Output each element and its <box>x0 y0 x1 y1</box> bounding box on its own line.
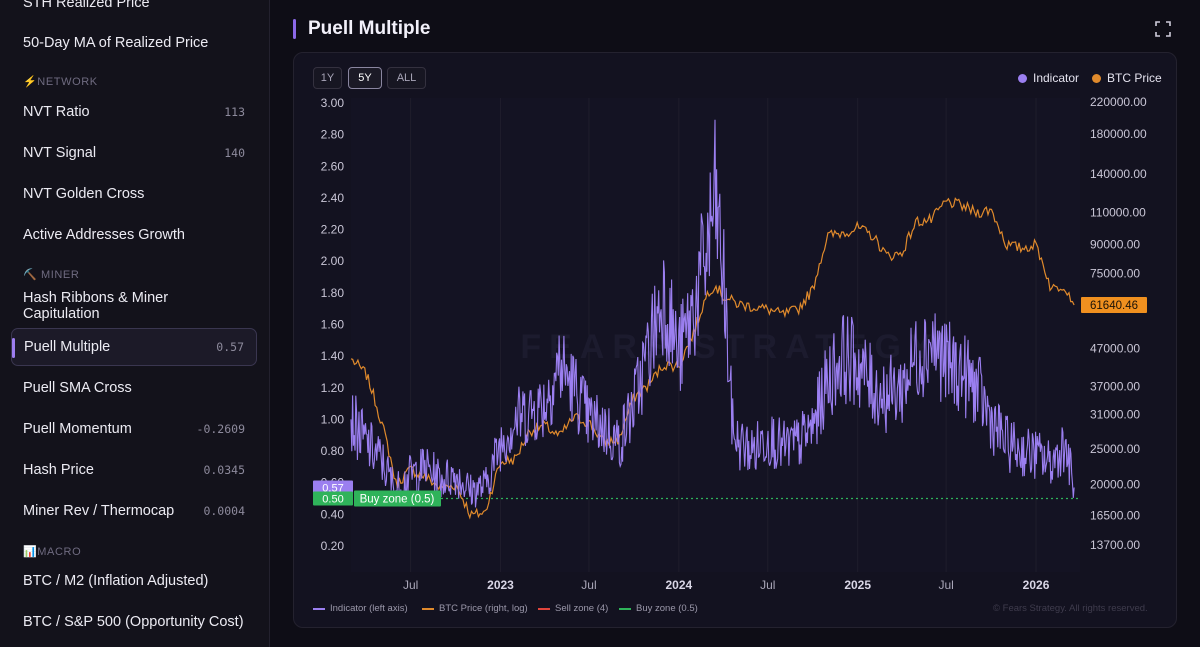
sidebar-item-value: 0.0345 <box>203 463 245 477</box>
bottom-legend-btc-swatch <box>422 607 434 610</box>
bottom-legend-indicator[interactable]: Indicator (left axis) <box>313 603 408 614</box>
legend-btc-label: BTC Price <box>1107 71 1162 85</box>
bottom-legend-sell[interactable]: Sell zone (4) <box>538 603 608 614</box>
section-network-heading: ⚡NETWORK <box>23 76 98 88</box>
sidebar-item-hash-ribbons[interactable]: Hash Ribbons & Miner Capitulation <box>11 287 257 325</box>
bottom-legend-buy[interactable]: Buy zone (0.5) <box>619 603 698 614</box>
page-title-text: Puell Multiple <box>308 18 431 39</box>
sidebar-item-puell-momentum[interactable]: Puell Momentum -0.2609 <box>11 410 257 448</box>
sidebar-item-miner-rev-thermocap[interactable]: Miner Rev / Thermocap 0.0004 <box>11 492 257 530</box>
bottom-legend-indicator-label: Indicator (left axis) <box>330 603 408 614</box>
section-macro-heading: 📊MACRO <box>23 546 82 558</box>
bottom-legend-sell-label: Sell zone (4) <box>555 603 609 614</box>
sidebar-item-btc-sp500[interactable]: BTC / S&P 500 (Opportunity Cost) <box>11 603 257 641</box>
sidebar-item-value: 0.57 <box>216 340 244 354</box>
sidebar-item-hash-price[interactable]: Hash Price 0.0345 <box>11 451 257 489</box>
sidebar-item-label: NVT Signal <box>23 145 97 161</box>
sidebar-item-label: Miner Rev / Thermocap <box>23 503 175 519</box>
sidebar-item-label: STH Realized Price <box>23 0 150 11</box>
legend-indicator-swatch <box>1018 73 1027 83</box>
sidebar-item-nvt-ratio[interactable]: NVT Ratio 113 <box>11 93 257 131</box>
bottom-legend-btc[interactable]: BTC Price (right, log) <box>422 603 528 614</box>
range-button-all[interactable]: ALL <box>387 67 426 89</box>
bottom-legend-buy-swatch <box>619 607 631 610</box>
sidebar-item-label: NVT Golden Cross <box>23 186 145 202</box>
sidebar-item-label: Puell Momentum <box>23 421 132 437</box>
range-button-1y[interactable]: 1Y <box>313 67 342 89</box>
sidebar: STH Realized Price 50-Day MA of Realized… <box>0 0 270 647</box>
sidebar-item-value: 0.0004 <box>203 504 245 518</box>
sidebar-item-label: Hash Price <box>23 462 94 478</box>
sidebar-item-sth-realized-price[interactable]: STH Realized Price <box>11 0 257 22</box>
fullscreen-icon[interactable] <box>1154 20 1172 38</box>
bottom-legend-sell-swatch <box>538 607 550 610</box>
bottom-legend-buy-label: Buy zone (0.5) <box>636 603 698 614</box>
sidebar-item-nvt-signal[interactable]: NVT Signal 140 <box>11 134 257 172</box>
bottom-legend-btc-label: BTC Price (right, log) <box>439 603 528 614</box>
copyright: © Fears Strategy. All rights reserved. <box>993 603 1148 614</box>
sidebar-item-50d-ma-realized-price[interactable]: 50-Day MA of Realized Price <box>11 24 257 62</box>
chart-panel <box>293 52 1177 628</box>
range-button-5y[interactable]: 5Y <box>348 67 382 89</box>
sidebar-item-label: NVT Ratio <box>23 104 90 120</box>
sidebar-item-nvt-golden-cross[interactable]: NVT Golden Cross <box>11 175 257 213</box>
legend-indicator[interactable]: Indicator <box>1018 71 1079 85</box>
sidebar-item-puell-sma-cross[interactable]: Puell SMA Cross <box>11 369 257 407</box>
sidebar-item-label: BTC / S&P 500 (Opportunity Cost) <box>23 614 244 630</box>
page-title: Puell Multiple <box>293 17 430 41</box>
sidebar-item-value: -0.2609 <box>196 422 245 436</box>
sidebar-item-value: 140 <box>224 146 245 160</box>
sidebar-item-label: Puell Multiple <box>24 339 111 355</box>
sidebar-item-label: Hash Ribbons & Miner Capitulation <box>23 290 169 322</box>
sidebar-item-btc-m2[interactable]: BTC / M2 (Inflation Adjusted) <box>11 562 257 600</box>
sidebar-item-label: Active Addresses Growth <box>23 227 185 243</box>
sidebar-item-label: BTC / M2 (Inflation Adjusted) <box>23 573 209 589</box>
section-miner-heading: ⛏️ MINER <box>23 269 80 281</box>
title-accent-bar <box>293 19 296 39</box>
sidebar-item-value: 113 <box>224 105 245 119</box>
sidebar-item-label: 50-Day MA of Realized Price <box>23 35 209 51</box>
sidebar-item-active-addresses-growth[interactable]: Active Addresses Growth <box>11 216 257 254</box>
legend-btc-swatch <box>1092 73 1101 83</box>
legend-btc[interactable]: BTC Price <box>1092 71 1162 85</box>
bottom-legend-indicator-swatch <box>313 607 325 610</box>
legend-indicator-label: Indicator <box>1033 71 1080 85</box>
sidebar-item-puell-multiple[interactable]: Puell Multiple 0.57 <box>11 328 257 366</box>
sidebar-item-label: Puell SMA Cross <box>23 380 132 396</box>
